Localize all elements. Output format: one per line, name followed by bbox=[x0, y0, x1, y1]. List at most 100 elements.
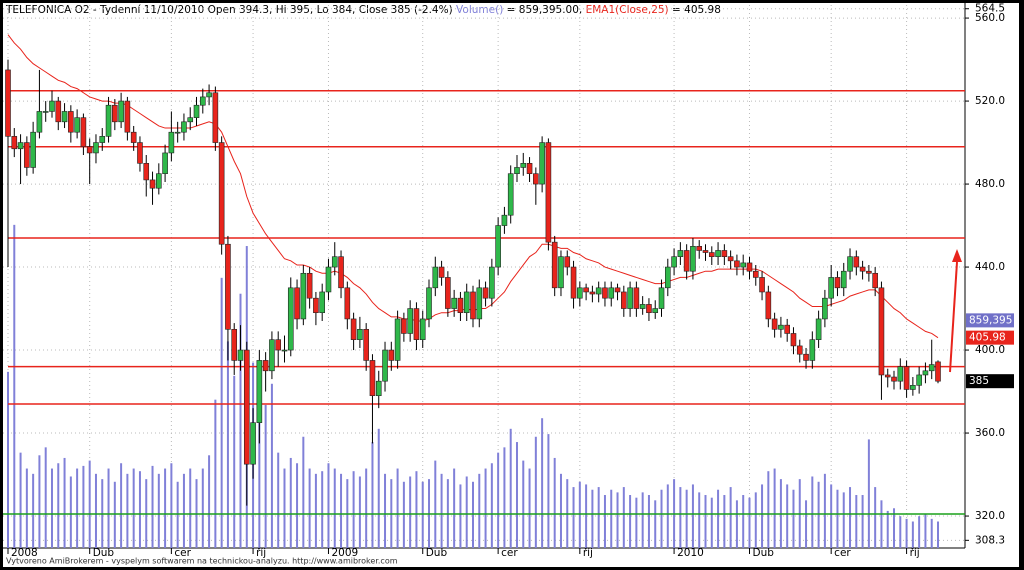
candle-body bbox=[174, 131, 181, 134]
candle-body bbox=[866, 270, 872, 274]
volume-bar bbox=[25, 468, 28, 548]
candle-body bbox=[891, 376, 897, 382]
candle-body bbox=[470, 291, 476, 320]
volume-legend: Volume() bbox=[456, 4, 503, 16]
volume-bar bbox=[421, 481, 424, 548]
volume-bar bbox=[333, 468, 336, 548]
candle-body bbox=[105, 104, 112, 137]
candle-body bbox=[840, 270, 847, 289]
volume-bar bbox=[830, 484, 833, 548]
volume-bar bbox=[761, 484, 764, 548]
candle-body bbox=[199, 96, 206, 106]
volume-bar bbox=[792, 489, 795, 548]
x-tick-label: cer bbox=[501, 547, 518, 559]
volume-bar bbox=[94, 473, 97, 548]
volume-bar bbox=[277, 452, 280, 548]
plot bbox=[3, 5, 965, 549]
candle-body bbox=[847, 256, 853, 272]
candle-body bbox=[11, 136, 18, 150]
candle-body bbox=[916, 374, 922, 386]
volume-bar bbox=[585, 484, 588, 548]
candle-body bbox=[872, 272, 878, 289]
candle-body bbox=[784, 324, 790, 334]
candle-body bbox=[646, 304, 652, 314]
volume-bar bbox=[742, 495, 745, 548]
volume-bar bbox=[76, 468, 79, 548]
candle-body bbox=[5, 69, 11, 137]
candle-body bbox=[36, 111, 43, 133]
volume-bar bbox=[735, 500, 738, 548]
volume-bar bbox=[189, 468, 192, 548]
candle-body bbox=[545, 142, 552, 243]
volume-bar bbox=[289, 457, 292, 548]
volume-bar bbox=[528, 468, 531, 548]
candle-body bbox=[325, 266, 332, 293]
volume-bar bbox=[126, 473, 129, 548]
candle-body bbox=[407, 308, 413, 334]
volume-bar bbox=[691, 484, 694, 548]
volume-bar bbox=[340, 473, 343, 548]
candle-body bbox=[639, 304, 646, 309]
volume-bar bbox=[509, 428, 512, 548]
volume-bar bbox=[459, 484, 462, 548]
candle-body bbox=[533, 173, 539, 185]
candle-body bbox=[445, 277, 451, 309]
volume-readout: = 859,395.00 bbox=[507, 4, 579, 16]
volume-bar bbox=[836, 489, 839, 548]
x-tick-label: cer bbox=[834, 547, 851, 559]
volume-bar bbox=[296, 463, 299, 548]
candle-body bbox=[834, 277, 841, 289]
candle-body bbox=[664, 266, 671, 289]
volume-bar bbox=[710, 497, 713, 548]
y-tick-label: 440.0 bbox=[975, 261, 1005, 273]
candle-body bbox=[156, 173, 162, 189]
candle-body bbox=[162, 152, 168, 174]
volume-bar bbox=[314, 473, 317, 548]
candle-body bbox=[507, 173, 514, 216]
candle-body bbox=[438, 266, 445, 278]
candle-body bbox=[375, 380, 382, 397]
candle-body bbox=[338, 256, 344, 289]
candle-body bbox=[558, 256, 564, 289]
candle-body bbox=[614, 287, 621, 293]
candle-body bbox=[357, 329, 363, 340]
volume-bar bbox=[805, 500, 808, 548]
candle-body bbox=[42, 111, 49, 113]
title-main: TELEFONICA O2 - Tydenní 11/10/2010 Open … bbox=[5, 4, 453, 16]
candle-body bbox=[294, 287, 300, 320]
volume-bar bbox=[893, 508, 896, 548]
volume-bar bbox=[233, 375, 236, 548]
volume-bar bbox=[182, 473, 185, 548]
volume-bar bbox=[635, 497, 638, 548]
volume-bar bbox=[541, 418, 544, 548]
candle-body bbox=[482, 287, 489, 299]
candle-body bbox=[602, 287, 608, 299]
volume-bar bbox=[534, 436, 537, 548]
y-tick-label: 560.0 bbox=[975, 12, 1005, 24]
candle-body bbox=[262, 360, 269, 372]
candle-body bbox=[306, 272, 313, 299]
candle-body bbox=[118, 100, 124, 123]
candle-body bbox=[570, 266, 577, 299]
volume-bar bbox=[201, 468, 204, 548]
value-tag bbox=[966, 313, 1014, 328]
candle-body bbox=[853, 256, 860, 268]
candle-body bbox=[765, 291, 772, 320]
volume-bar bbox=[258, 389, 261, 548]
volume-bar bbox=[107, 468, 110, 548]
volume-bar bbox=[842, 492, 845, 548]
volume-bar bbox=[120, 463, 123, 548]
candle-body bbox=[181, 121, 187, 133]
volume-bar bbox=[553, 457, 556, 548]
volume-bar bbox=[19, 452, 22, 548]
volume-bar bbox=[522, 460, 525, 548]
volume-bar bbox=[849, 487, 852, 548]
x-tick-label: Dub bbox=[93, 547, 115, 559]
volume-bar bbox=[358, 476, 361, 548]
candle-body bbox=[124, 100, 131, 133]
volume-bar bbox=[176, 481, 179, 548]
volume-bar bbox=[371, 442, 374, 548]
candle-body bbox=[250, 422, 256, 465]
candle-body bbox=[878, 287, 885, 376]
volume-bar bbox=[32, 473, 35, 548]
